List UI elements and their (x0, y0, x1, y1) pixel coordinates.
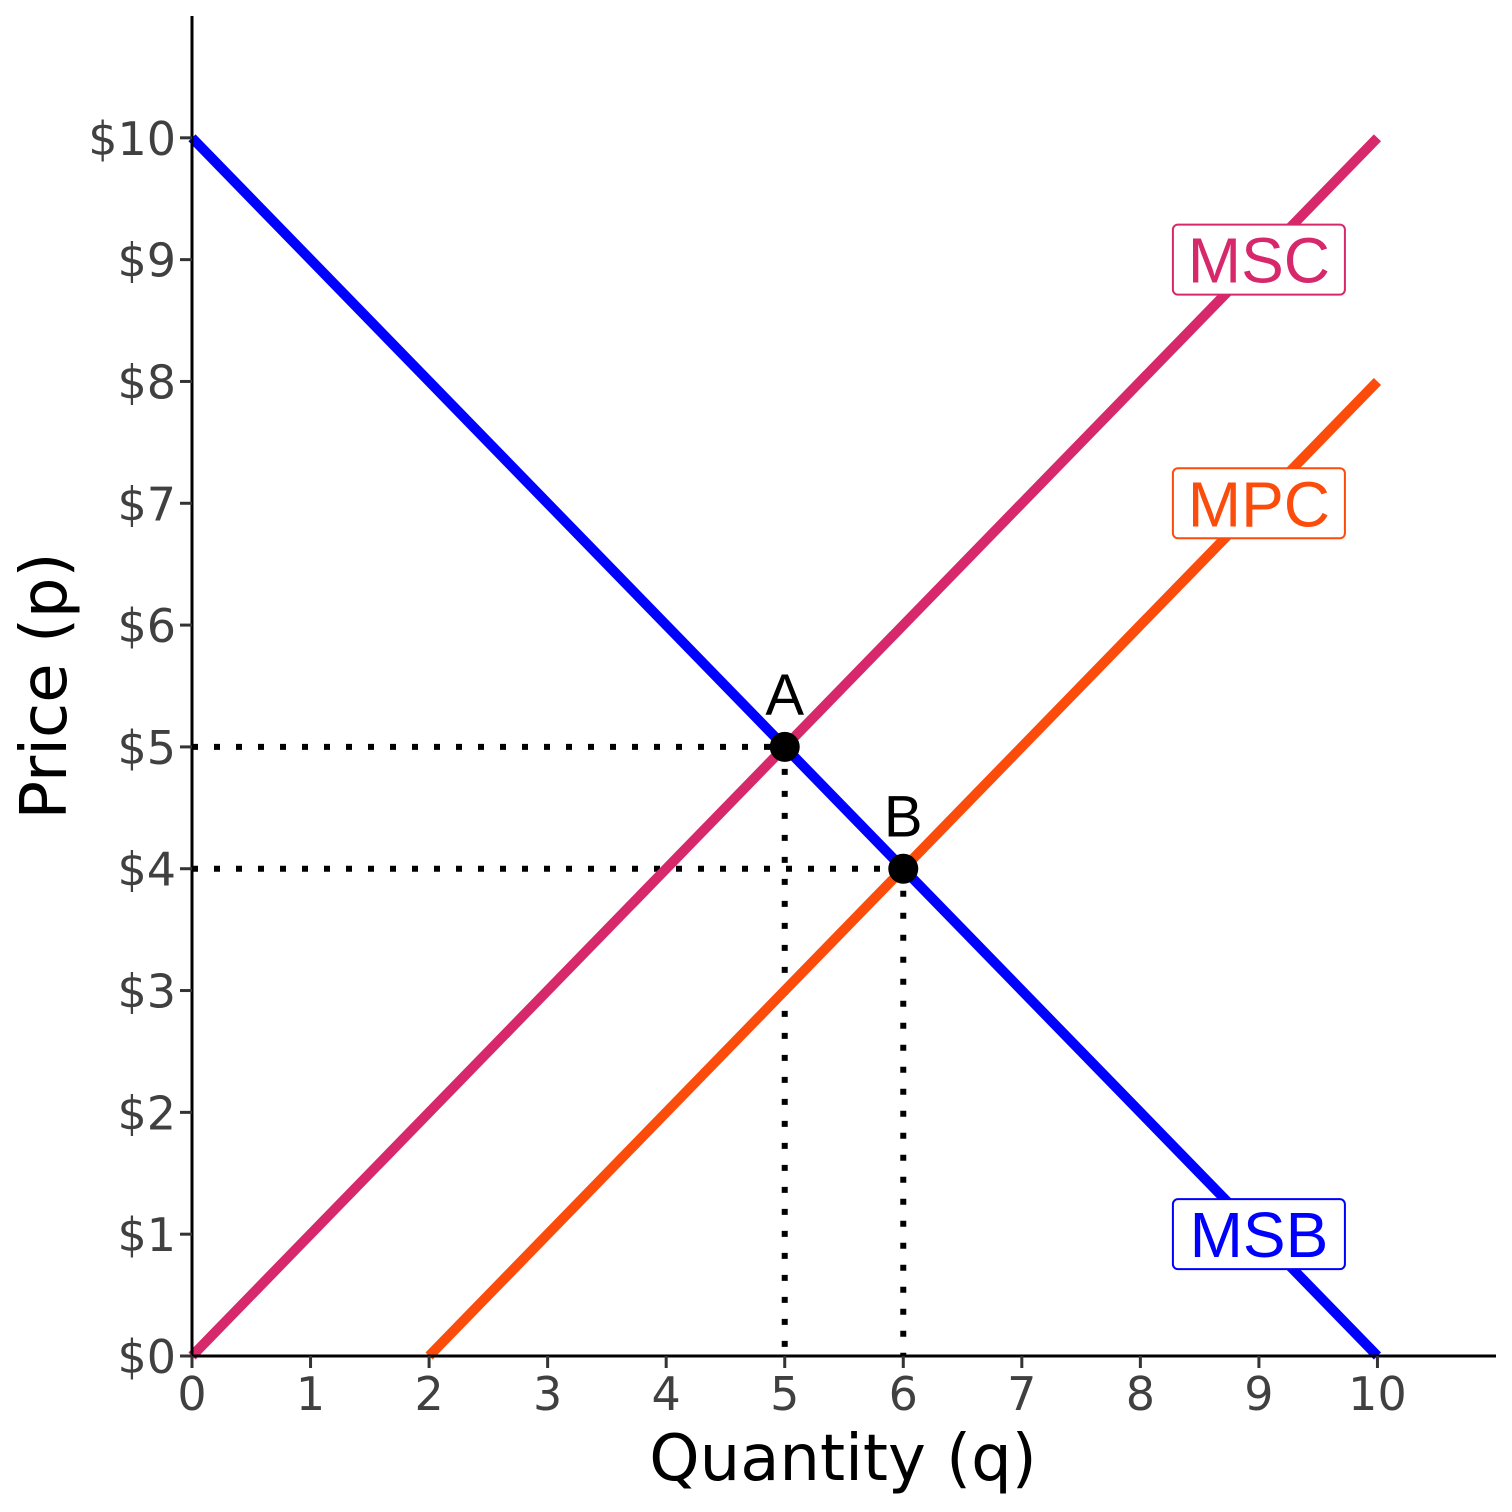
y-tick-label: $5 (117, 721, 176, 775)
x-tick-label: 8 (1126, 1367, 1155, 1421)
x-tick-label: 10 (1348, 1367, 1407, 1421)
x-tick-label: 5 (770, 1367, 799, 1421)
y-tick-label: $6 (117, 599, 176, 653)
curve-label-box-mpc (1171, 467, 1346, 540)
y-tick-label: $2 (117, 1086, 176, 1140)
y-tick-label: $0 (117, 1330, 176, 1384)
x-tick-label: 0 (177, 1367, 206, 1421)
y-tick-label: $3 (117, 965, 176, 1019)
curve-label-box-msb (1171, 1198, 1346, 1271)
axes (190, 16, 1496, 1358)
curve-label-box-msc (1171, 223, 1346, 296)
x-tick-label: 3 (533, 1367, 562, 1421)
point-a (769, 731, 800, 762)
y-tick-label: $9 (117, 234, 176, 288)
curve-label-msb: MSB (1190, 1199, 1329, 1271)
y-axis-title: Price (p) (8, 552, 82, 819)
point-label-b: B (884, 785, 923, 850)
curve-label-mpc: MPC (1188, 468, 1330, 540)
y-tick-label: $8 (117, 355, 176, 409)
point-label-a: A (765, 663, 804, 728)
curve-label-msc: MSC (1188, 225, 1330, 297)
y-tick-label: $4 (117, 843, 176, 897)
x-axis-title: Quantity (q) (649, 1422, 1036, 1496)
point-b (888, 853, 919, 884)
x-tick-label: 9 (1244, 1367, 1273, 1421)
y-tick-label: $1 (117, 1208, 176, 1262)
y-tick-label: $10 (88, 112, 176, 166)
x-tick-label: 1 (296, 1367, 325, 1421)
x-tick-label: 2 (414, 1367, 443, 1421)
points: AB (765, 663, 923, 884)
curve-labels: MSB MSC MPC (1171, 223, 1346, 1271)
x-tick-label: 7 (1007, 1367, 1036, 1421)
x-tick-label: 4 (652, 1367, 681, 1421)
ticks: 0 1 2 3 4 5 6 7 8 9 10 $0 $1 $2 $3 $4 $5 $6 $7 $8 $9 $10 (88, 112, 1407, 1421)
x-tick-label: 6 (889, 1367, 918, 1421)
guide-lines (192, 743, 907, 1356)
y-tick-label: $7 (117, 477, 176, 531)
